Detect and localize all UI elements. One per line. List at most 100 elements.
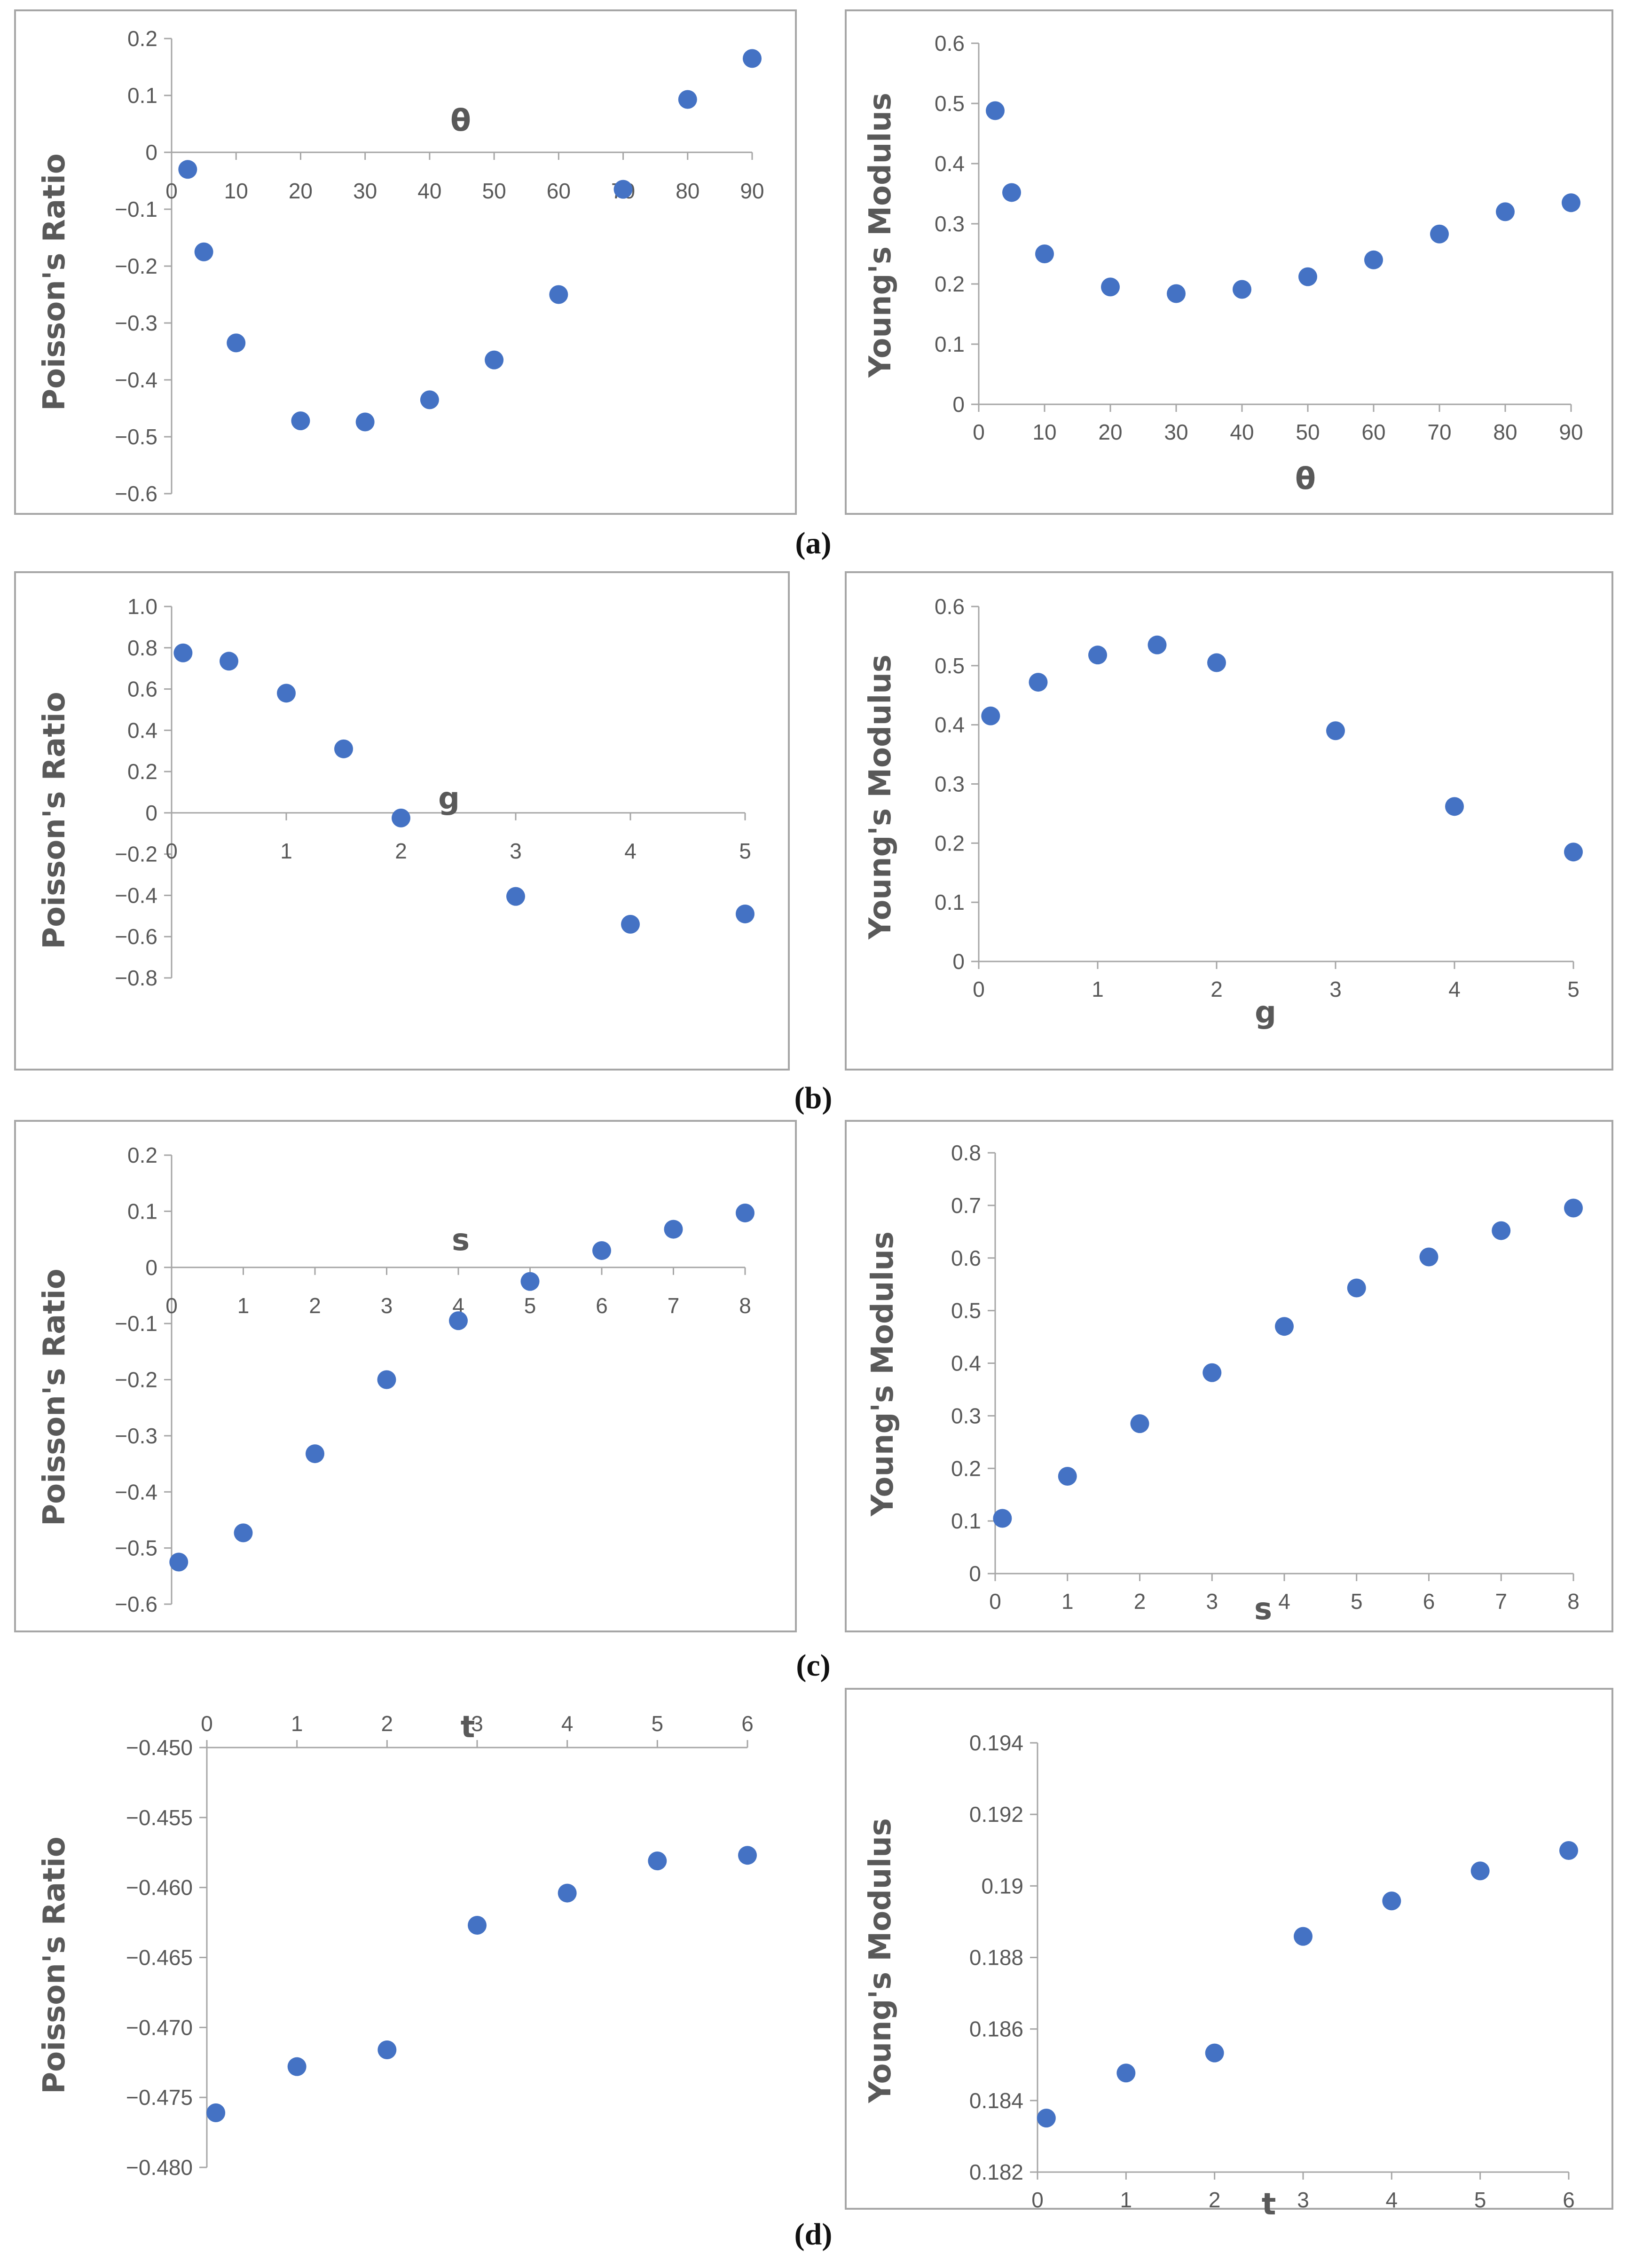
data-point [993, 1509, 1012, 1528]
x-tick-label: 80 [676, 179, 700, 203]
data-point [558, 1883, 577, 1903]
x-axis-title: t [1262, 2187, 1276, 2222]
x-tick-label: 6 [1563, 2188, 1575, 2212]
x-tick-label: 5 [1351, 1589, 1363, 1614]
y-tick-label: −0.3 [115, 311, 157, 335]
x-axis-title: s [452, 1223, 470, 1258]
chart-border [14, 9, 797, 515]
x-tick-label: 4 [624, 839, 637, 863]
chart-svg: 0.6 0.5 0.4 0.3 0.2 0.1 00 1 2 3 4 5 g Young's Modulu… [845, 571, 1613, 1071]
data-point [1562, 193, 1580, 213]
chart-border [14, 1120, 797, 1632]
data-point [291, 411, 310, 431]
y-tick-label: 0.2 [127, 759, 157, 784]
x-axis-title: θ [450, 103, 471, 138]
data-point [206, 2103, 226, 2122]
y-tick-label: −0.2 [115, 1368, 157, 1392]
data-point [173, 643, 193, 662]
y-tick-label: −0.475 [126, 2085, 193, 2110]
data-point [738, 1846, 757, 1865]
data-point [1496, 202, 1515, 221]
x-tick-label: 1 [237, 1293, 250, 1318]
y-tick-label: 0.3 [935, 212, 965, 236]
data-point [355, 412, 375, 432]
x-tick-label: 3 [381, 1293, 393, 1318]
y-tick-label: 0.4 [935, 713, 965, 737]
y-tick-label: 0.3 [951, 1403, 981, 1428]
x-tick-label: 1 [1120, 2188, 1132, 2212]
data-point [1058, 1467, 1077, 1486]
data-point [169, 1552, 189, 1572]
y-tick-label: −0.6 [115, 481, 157, 506]
y-axis-title: Poisson's Ratio [37, 1268, 72, 1526]
x-tick-label: 30 [1164, 420, 1188, 444]
x-tick-label: 2 [1209, 2188, 1221, 2212]
data-point [678, 90, 697, 109]
data-point [306, 1444, 324, 1464]
y-tick-label: −0.5 [115, 1536, 157, 1560]
x-tick-label: 10 [1032, 420, 1056, 444]
x-tick-label: 0 [201, 1711, 213, 1736]
y-tick-label: 0.194 [969, 1731, 1023, 1755]
data-point [220, 652, 238, 671]
data-point [234, 1523, 253, 1543]
y-tick-label: 0.2 [127, 26, 157, 51]
y-tick-label: 0.7 [951, 1193, 981, 1218]
x-tick-label: 90 [1559, 420, 1583, 444]
data-point [981, 706, 1000, 725]
y-tick-label: 0 [969, 1561, 981, 1586]
x-tick-label: 7 [1495, 1589, 1507, 1614]
data-point [736, 1203, 755, 1222]
y-tick-label: −0.465 [126, 1945, 193, 1970]
x-tick-label: 1 [280, 839, 292, 863]
x-axis-title: θ [1295, 462, 1316, 496]
data-point [743, 49, 762, 68]
data-point [178, 160, 197, 179]
y-tick-label: −0.4 [115, 368, 157, 392]
y-axis-title: Young's Modulus [863, 1818, 898, 2103]
x-tick-label: 4 [1386, 2188, 1398, 2212]
y-tick-label: −0.1 [115, 197, 157, 221]
y-tick-label: 0.6 [127, 677, 157, 701]
y-tick-label: 0.5 [935, 654, 965, 678]
data-point [1382, 1891, 1401, 1911]
x-tick-label: 2 [309, 1293, 321, 1318]
data-point [1203, 1363, 1222, 1382]
y-axis-title: Poisson's Ratio [37, 692, 72, 949]
chart-b-right: 0.6 0.5 0.4 0.3 0.2 0.1 0 0 1 2 3 4 5 g Young's Modulu… [845, 571, 1613, 1071]
caption-c: (c) [796, 1648, 831, 1683]
chart-border [845, 1688, 1613, 2210]
y-tick-label: −0.450 [126, 1735, 193, 1760]
data-point [648, 1851, 667, 1871]
data-point [1430, 224, 1449, 244]
data-point [1088, 646, 1107, 665]
y-axis-title: Poisson's Ratio [37, 153, 72, 410]
x-tick-label: 0 [165, 839, 178, 863]
x-tick-label: 8 [1567, 1589, 1580, 1614]
data-point [1101, 277, 1120, 297]
y-tick-label: 0.19 [981, 1874, 1023, 1898]
y-tick-label: 0 [952, 949, 965, 974]
x-tick-label: 90 [740, 179, 764, 203]
y-tick-label: 0.1 [951, 1509, 981, 1533]
y-tick-label: 0.1 [935, 332, 965, 356]
data-point [1492, 1221, 1511, 1240]
data-point [520, 1272, 540, 1291]
y-tick-label: −0.480 [126, 2155, 193, 2180]
chart-d-left: −0.450 −0.455 −0.460 −0.465 −0.470 −0.475 −0.4… [14, 1688, 797, 2210]
chart-svg: −0.450 −0.455 −0.460 −0.465 −0.470 −0.475 −0.4… [37, 1710, 757, 2180]
x-tick-label: 50 [482, 179, 506, 203]
x-tick-label: 5 [1474, 2188, 1486, 2212]
y-tick-label: 0 [145, 1255, 157, 1280]
y-tick-label: 0.6 [935, 31, 965, 55]
y-tick-label: 0.188 [969, 1945, 1023, 1970]
y-tick-label: −0.2 [115, 254, 157, 278]
data-point [377, 1370, 396, 1389]
y-tick-label: 0 [145, 140, 157, 165]
x-tick-label: 3 [1297, 2188, 1309, 2212]
y-tick-label: 0.8 [127, 636, 157, 660]
data-point [334, 739, 353, 758]
x-tick-label: 80 [1493, 420, 1517, 444]
y-tick-label: 0.192 [969, 1802, 1023, 1827]
x-tick-label: 60 [1361, 420, 1385, 444]
